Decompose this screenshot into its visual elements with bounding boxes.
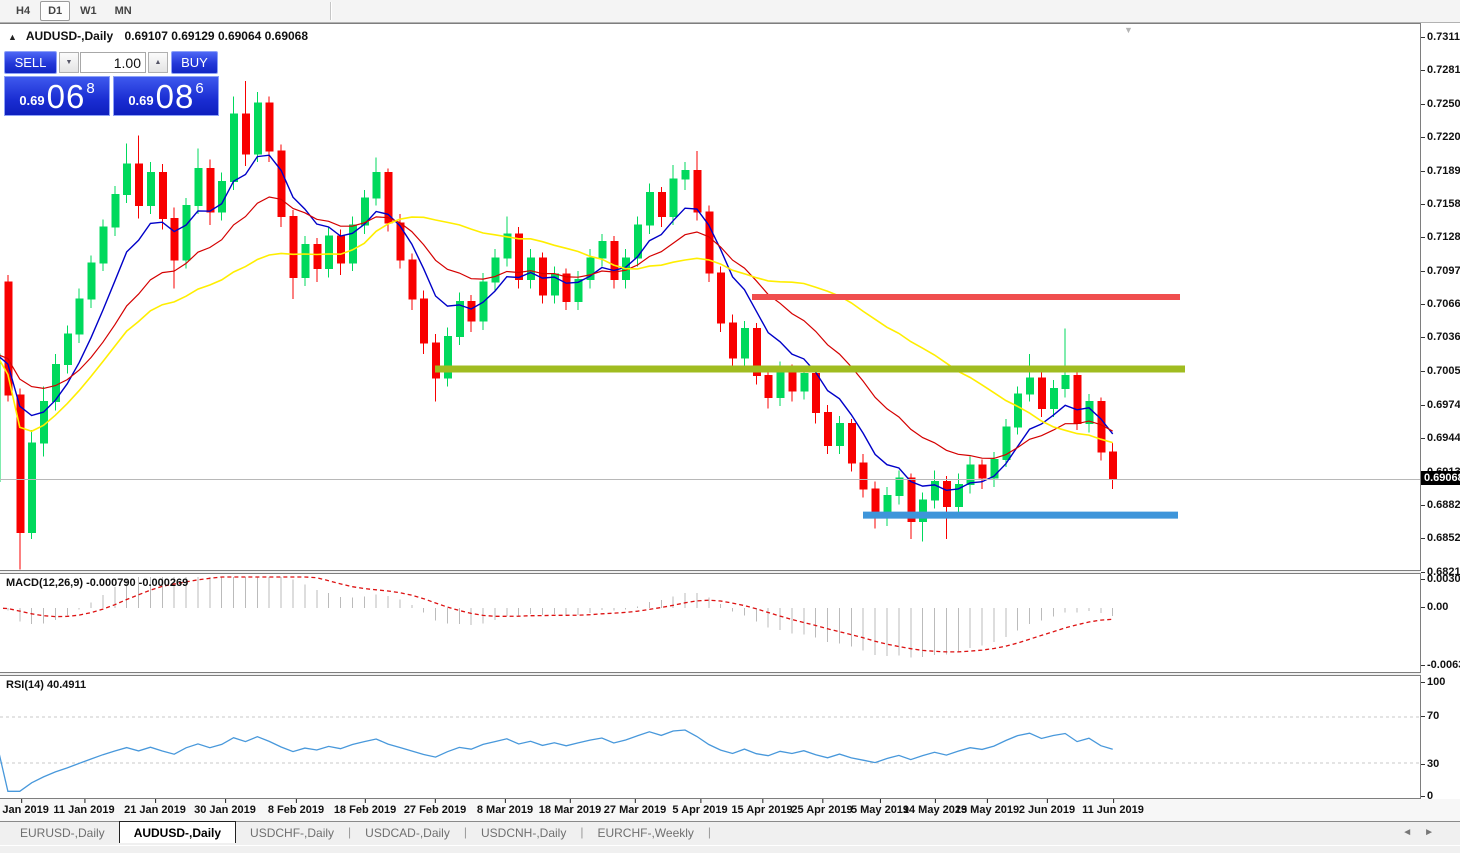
symbol-tab-audusddaily[interactable]: AUDUSD-,Daily xyxy=(118,821,237,843)
buy-button[interactable]: BUY xyxy=(171,51,218,74)
price-tick: 0.69745 xyxy=(1421,399,1460,411)
rsi-indicator-pane: RSI(14) 40.4911 xyxy=(0,675,1421,799)
sell-price-pips: 06 xyxy=(46,78,86,115)
rsi-tick: 70 xyxy=(1421,710,1460,722)
price-chart-pane: ▲ AUDUSD-,Daily 0.69107 0.69129 0.69064 … xyxy=(0,23,1421,571)
rsi-tick: 0 xyxy=(1421,790,1460,802)
volume-decrease-button[interactable]: ▼ xyxy=(59,52,79,73)
sell-price-point: 8 xyxy=(86,80,95,97)
price-tick: 0.68825 xyxy=(1421,499,1460,511)
volume-increase-button[interactable]: ▲ xyxy=(148,52,168,73)
price-tick: 0.72505 xyxy=(1421,98,1460,110)
rsi-chart xyxy=(0,716,1419,792)
sell-price-prefix: 0.69 xyxy=(19,93,45,108)
timeframe-button-d1[interactable]: D1 xyxy=(40,1,71,21)
macd-chart xyxy=(0,576,1114,658)
date-tick: 25 Apr 2019 xyxy=(791,799,853,816)
sell-price-display[interactable]: 0.69 06 8 xyxy=(4,76,110,116)
date-tick: 23 May 2019 xyxy=(954,799,1020,816)
tab-separator: | xyxy=(580,825,584,839)
buy-price-pips: 08 xyxy=(155,78,195,115)
one-click-trade-panel: SELL ▼ ▲ BUY 0.69 06 8 0.69 08 6 xyxy=(4,51,219,116)
macd-tick: 0.00 xyxy=(1421,601,1460,613)
date-tick: 21 Jan 2019 xyxy=(124,799,186,816)
buy-price-prefix: 0.69 xyxy=(128,93,154,108)
symbol-tab-usdchfdaily[interactable]: USDCHF-,Daily xyxy=(250,826,335,840)
tab-scroll-arrows[interactable]: ◄► xyxy=(1402,827,1446,838)
chart-ohlc-values: 0.69107 0.69129 0.69064 0.69068 xyxy=(124,29,309,43)
date-tick: 11 Jan 2019 xyxy=(53,799,115,816)
price-tick: 0.73115 xyxy=(1421,31,1460,43)
date-tick: 27 Feb 2019 xyxy=(403,799,467,816)
sell-button[interactable]: SELL xyxy=(4,51,57,74)
macd-indicator-pane: MACD(12,26,9) -0.000790 -0.000269 xyxy=(0,573,1421,673)
autoscroll-icon: ▼ xyxy=(1124,25,1133,35)
timeframe-toolbar: H4 D1 W1 MN xyxy=(0,0,1460,23)
tab-separator: | xyxy=(707,825,712,839)
date-tick: 30 Jan 2019 xyxy=(194,799,256,816)
date-tick: 14 May 2019 xyxy=(902,799,968,816)
buy-price-point: 6 xyxy=(195,80,204,97)
symbol-tabbar: EURUSD-,Daily AUDUSD-,Daily USDCHF-,Daily |… xyxy=(0,821,1460,845)
rsi-label: RSI(14) 40.4911 xyxy=(6,679,87,691)
timeframe-button-w1[interactable]: W1 xyxy=(80,5,97,17)
status-bar xyxy=(0,845,1460,853)
date-tick: 5 May 2019 xyxy=(850,799,910,816)
price-tick: 0.70665 xyxy=(1421,298,1460,310)
price-chart xyxy=(0,81,1420,570)
date-tick: 18 Mar 2019 xyxy=(538,799,602,816)
chart-symbol-label: AUDUSD-,Daily xyxy=(25,29,114,43)
macd-tick: 0.003035 xyxy=(1421,573,1460,585)
date-tick: 2 Jan 2019 xyxy=(0,799,49,816)
tab-separator: | xyxy=(348,825,352,839)
toolbar-separator xyxy=(330,2,332,20)
date-tick: 15 Apr 2019 xyxy=(731,799,793,816)
symbol-tab-usdcnhdaily[interactable]: USDCNH-,Daily xyxy=(480,826,567,840)
volume-input[interactable] xyxy=(80,52,146,73)
date-tick: 2 Jun 2019 xyxy=(1018,799,1076,816)
macd-tick: -0.006311 xyxy=(1421,659,1460,671)
date-tick: 18 Feb 2019 xyxy=(333,799,397,816)
date-tick: 8 Feb 2019 xyxy=(267,799,325,816)
price-tick: 0.71585 xyxy=(1421,198,1460,210)
date-tick: 5 Apr 2019 xyxy=(672,799,728,816)
timeframe-button-h4[interactable]: H4 xyxy=(16,5,31,17)
macd-label: MACD(12,26,9) -0.000790 -0.000269 xyxy=(6,577,189,589)
symbol-tab-eurusddaily[interactable]: EURUSD-,Daily xyxy=(20,826,105,840)
date-tick: 8 Mar 2019 xyxy=(476,799,534,816)
symbol-tab-usdcaddaily[interactable]: USDCAD-,Daily xyxy=(365,826,450,840)
tab-separator: | xyxy=(463,825,467,839)
symbol-tab-eurchfweekly[interactable]: EURCHF-,Weekly xyxy=(597,826,694,840)
current-price-tag: 0.69068 xyxy=(1421,471,1460,486)
collapse-panel-icon[interactable]: ▲ xyxy=(8,32,17,42)
date-tick: 11 Jun 2019 xyxy=(1082,799,1144,816)
rsi-tick: 30 xyxy=(1421,758,1460,770)
rsi-tick: 100 xyxy=(1421,676,1460,688)
timeframe-button-mn[interactable]: MN xyxy=(114,5,132,17)
buy-price-display[interactable]: 0.69 08 6 xyxy=(113,76,219,116)
date-tick: 27 Mar 2019 xyxy=(603,799,667,816)
chart-title: ▲ AUDUSD-,Daily 0.69107 0.69129 0.69064 … xyxy=(8,29,308,43)
